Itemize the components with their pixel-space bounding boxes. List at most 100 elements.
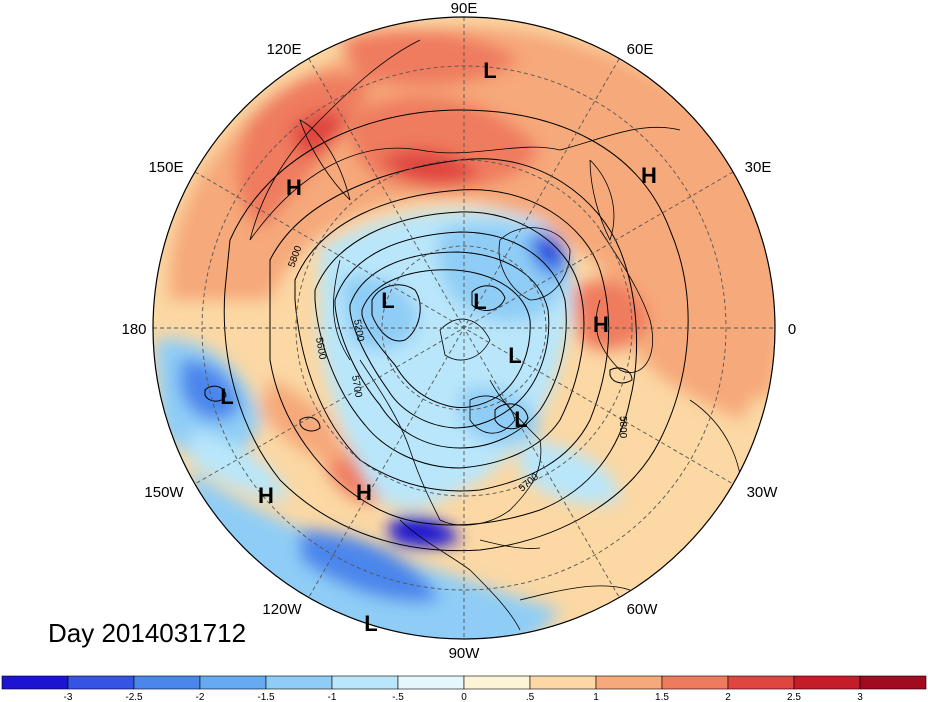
low-marker: L	[220, 384, 233, 409]
high-marker: H	[641, 163, 657, 188]
low-marker: L	[483, 58, 496, 83]
colorbar-tick-label: 1.5	[655, 692, 669, 702]
contour-5400	[349, 251, 550, 429]
colorbar-swatch	[463, 675, 531, 690]
contour-5700	[294, 189, 610, 492]
colorbar-tick-label: 1	[593, 692, 599, 702]
coast-caribbean	[479, 539, 541, 549]
lon-label-60W: 60W	[627, 601, 659, 618]
colorbar-tick-label: -.5	[392, 692, 404, 702]
colorbar-swatch	[1, 675, 69, 690]
colorbar-tick-label: 2	[725, 692, 731, 702]
contour-label-4: 5700	[349, 375, 364, 399]
lon-label-30E: 30E	[745, 159, 772, 176]
meridian-150	[194, 171, 734, 485]
contour-label-3: 5200	[351, 319, 366, 343]
high-marker: H	[286, 175, 302, 200]
warm-region-alaska	[260, 380, 350, 462]
coast-canada-arctic	[439, 318, 491, 361]
low-marker: L	[514, 407, 527, 432]
colorbar: -3 -2.5 -2 -1.5 -1 -.5 0 .5 1 1.5 2 2.5 3	[1, 675, 927, 702]
colorbar-tick-label: .5	[526, 692, 535, 702]
coast-north-america	[359, 359, 542, 526]
coast-scandinavia	[589, 159, 615, 242]
lon-label-150E: 150E	[148, 159, 183, 176]
lon-label-0: 0	[788, 321, 796, 338]
coast-hudson	[469, 395, 516, 434]
colorbar-swatch	[397, 675, 465, 690]
colorbar-swatch	[67, 675, 135, 690]
colorbar-swatch	[133, 675, 201, 690]
contour-outer	[223, 109, 689, 552]
coast-alaska	[333, 259, 351, 361]
cold-core-tropics	[300, 530, 440, 603]
colorbar-swatch	[859, 675, 927, 690]
contour-label-6: 5800	[617, 416, 628, 439]
longitude-labels: 90E 120E 60E 150E 30E 180 0 150W 30W 120…	[121, 0, 796, 662]
coast-eurasia-north	[249, 126, 681, 241]
hot-core-siberia	[380, 149, 480, 185]
colorbar-tick-label: -2.5	[125, 692, 143, 702]
lon-label-120W: 120W	[262, 601, 302, 618]
coast-eurasia-east	[249, 39, 421, 241]
colorbar-tick-label: 0	[461, 692, 467, 702]
contour-small-5	[609, 367, 633, 384]
contour-value-labels: 5800 5600 5200 5700 5700 5800	[286, 244, 628, 494]
anomaly-field	[153, 17, 775, 639]
colorbar-tick-label: -2	[196, 692, 205, 702]
height-contours	[204, 109, 689, 552]
lon-label-120E: 120E	[266, 41, 301, 58]
high-marker: H	[258, 483, 274, 508]
colorbar-swatch	[727, 675, 795, 690]
lon-label-30W: 30W	[747, 484, 779, 501]
warm-region-europe	[560, 120, 771, 420]
colorbar-swatch	[199, 675, 267, 690]
date-title: Day 2014031712	[48, 618, 247, 648]
colorbar-swatch	[265, 675, 333, 690]
contour-small-4	[299, 416, 321, 432]
contour-5800	[269, 158, 638, 526]
warm-region-north	[340, 29, 520, 86]
contour-5500	[334, 231, 567, 449]
low-marker: L	[364, 611, 377, 636]
low-marker: L	[473, 289, 486, 314]
lon-label-90E: 90E	[451, 0, 478, 17]
colorbar-swatch	[793, 675, 861, 690]
coast-mexico	[399, 519, 521, 631]
graticule	[153, 17, 775, 639]
coast-greenland	[498, 227, 571, 301]
colorbar-swatch	[661, 675, 729, 690]
cold-region-east-pacific	[190, 430, 290, 500]
cold-region-siberia-low	[340, 276, 420, 351]
cold-core-gulf	[390, 516, 460, 548]
warm-region-iberia	[570, 280, 650, 351]
lon-label-90W: 90W	[449, 645, 481, 662]
colorbar-swatch	[331, 675, 399, 690]
contour-small-3	[204, 385, 227, 402]
colorbar-tick-label: -3	[64, 692, 73, 702]
contour-small-1	[471, 285, 506, 311]
high-marker: H	[593, 312, 609, 337]
contour-5600	[314, 211, 585, 469]
map-boundary	[152, 16, 776, 640]
contour-label-2: 5600	[313, 337, 328, 361]
low-marker: L	[508, 343, 521, 368]
coast-kamchatka	[299, 119, 351, 201]
low-marker: L	[381, 288, 394, 313]
colorbar-tick-label: 2.5	[787, 692, 801, 702]
pressure-markers: H L H L L H L L L H H L	[220, 58, 657, 636]
lon-label-180: 180	[121, 321, 146, 338]
coast-south-america	[519, 585, 631, 601]
colorbar-swatch	[595, 675, 663, 690]
colorbar-tick-label: -1	[328, 692, 337, 702]
contour-small-2	[494, 403, 529, 430]
colorbar-swatch	[529, 675, 597, 690]
colorbar-tick-label: -1.5	[257, 692, 275, 702]
colorbar-tick-label: 3	[857, 692, 863, 702]
cold-core-pacific	[180, 359, 240, 421]
contour-5300	[361, 269, 531, 408]
lon-label-60E: 60E	[627, 41, 654, 58]
high-marker: H	[356, 480, 372, 505]
cold-region-atlantic	[520, 440, 620, 504]
